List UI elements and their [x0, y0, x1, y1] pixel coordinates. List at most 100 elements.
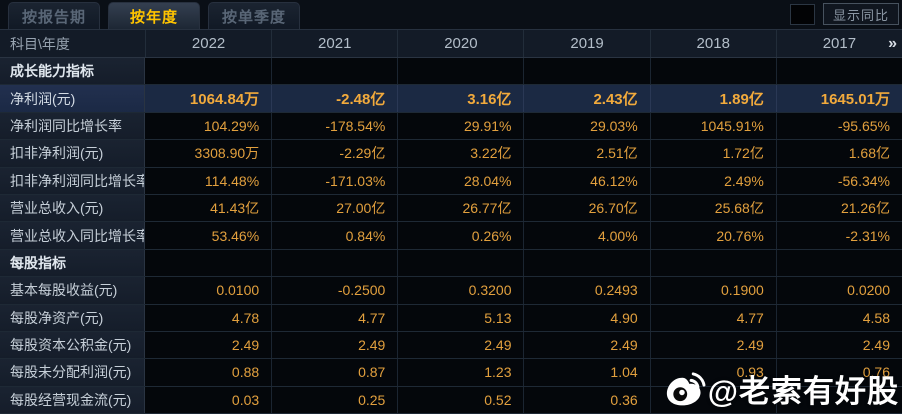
cell-value [649, 249, 776, 277]
table-row[interactable]: 每股资本公积金(元) 2.49 2.49 2.49 2.49 2.49 2.49 [0, 331, 902, 360]
table-row[interactable]: 净利润(元) 1064.84万 -2.48亿 3.16亿 2.43亿 1.89亿 1645.… [0, 85, 902, 113]
cell-value [775, 386, 902, 414]
cell-value: 2.49 [397, 331, 524, 359]
cell-value: 0.84% [271, 222, 398, 249]
cell-value: 0.0100 [145, 277, 272, 304]
table-row[interactable]: 扣非净利润同比增长率 114.48% -171.03% 28.04% 46.12% 2.4… [0, 167, 902, 195]
cell-value: 1045.91% [649, 112, 776, 140]
yoy-controls: 显示同比 [789, 3, 899, 25]
cell-value [775, 58, 902, 85]
cell-value: 0.2493 [523, 277, 650, 304]
cell-value [649, 58, 776, 85]
row-label: 营业总收入(元) [0, 194, 145, 222]
cell-value: 46.12% [523, 167, 650, 194]
year-header-2018: 2018 [649, 30, 776, 57]
row-label: 营业总收入同比增长率 [0, 222, 145, 249]
cell-value: -171.03% [271, 167, 398, 194]
year-header-2020: 2020 [397, 30, 523, 57]
cell-value: 4.77 [271, 304, 398, 331]
cell-value: 2.51亿 [523, 140, 650, 167]
cell-value: 0.76 [775, 359, 902, 386]
show-yoy-checkbox[interactable] [789, 3, 815, 25]
cell-value: 0.0200 [775, 277, 902, 304]
table-row[interactable]: 每股指标 [0, 249, 902, 278]
row-label: 每股未分配利润(元) [0, 359, 145, 386]
year-header-2022: 2022 [145, 30, 271, 57]
cell-value: 4.00% [523, 222, 650, 249]
cell-value: 0.26% [397, 222, 524, 249]
cell-value: 0.03 [145, 386, 272, 414]
cell-value: 4.77 [649, 304, 776, 331]
cell-value: 3.16亿 [397, 85, 524, 112]
cell-value: -2.29亿 [271, 140, 398, 167]
cell-value: -2.48亿 [271, 85, 398, 112]
cell-value: 5.13 [397, 304, 524, 331]
cell-value [397, 58, 524, 85]
show-yoy-label[interactable]: 显示同比 [822, 3, 899, 25]
row-label: 每股指标 [0, 249, 145, 277]
cell-value: 0.3200 [397, 277, 524, 304]
table-row[interactable]: 每股未分配利润(元) 0.88 0.87 1.23 1.04 0.93 0.76 [0, 359, 902, 387]
table-row[interactable]: 净利润同比增长率 104.29% -178.54% 29.91% 29.03% 1045.… [0, 112, 902, 141]
row-label: 基本每股收益(元) [0, 277, 145, 304]
cell-value: 27.00亿 [271, 194, 398, 222]
row-label: 扣非净利润同比增长率 [0, 167, 145, 194]
cell-value: 2.49 [271, 331, 398, 359]
table-row[interactable]: 每股净资产(元) 4.78 4.77 5.13 4.90 4.77 4.58 [0, 304, 902, 332]
cell-value: 104.29% [145, 112, 272, 140]
row-label: 扣非净利润(元) [0, 140, 145, 167]
cell-value: 21.26亿 [775, 194, 902, 222]
cell-value: 26.77亿 [397, 194, 524, 222]
period-tabbar: 按报告期 按年度 按单季度 显示同比 [0, 0, 902, 29]
cell-value: 0.1900 [649, 277, 776, 304]
cell-value: 4.78 [145, 304, 272, 331]
cell-value [145, 58, 272, 85]
table-row[interactable]: 扣非净利润(元) 3308.90万 -2.29亿 3.22亿 2.51亿 1.72亿 1.6… [0, 140, 902, 168]
cell-value: 1645.01万 [775, 85, 902, 112]
cell-value: 26.70亿 [523, 194, 650, 222]
table-row[interactable]: 基本每股收益(元) 0.0100 -0.2500 0.3200 0.2493 0.1900… [0, 277, 902, 305]
year-header-2019: 2019 [523, 30, 649, 57]
cell-value: 3.22亿 [397, 140, 524, 167]
corner-header: 科目\年度 [10, 35, 70, 52]
cell-value: 2.49% [649, 167, 776, 194]
year-header-label: 2017 [822, 35, 857, 52]
cell-value: 29.03% [523, 112, 650, 140]
table-header-row: 科目\年度 2022 2021 2020 2019 2018 2017 » [0, 30, 902, 58]
cell-value [271, 58, 398, 85]
tab-by-year[interactable]: 按年度 [108, 2, 200, 29]
cell-value: 0.25 [271, 386, 398, 414]
tab-by-single-quarter[interactable]: 按单季度 [208, 2, 300, 29]
cell-value: 25.68亿 [649, 194, 776, 222]
row-label: 净利润(元) [0, 85, 145, 112]
year-header-2017: 2017 » [775, 30, 902, 57]
cell-value: 0.93 [649, 359, 776, 386]
cell-value: 41.43亿 [145, 194, 272, 222]
cell-value: -0.2500 [271, 277, 398, 304]
more-years-icon[interactable]: » [888, 34, 897, 52]
cell-value: 2.49 [145, 331, 272, 359]
cell-value: 1.72亿 [649, 140, 776, 167]
row-label: 每股净资产(元) [0, 304, 145, 331]
table-row[interactable]: 每股经营现金流(元) 0.03 0.25 0.52 0.36 [0, 386, 902, 414]
cell-value [271, 249, 398, 277]
cell-value: 1.23 [397, 359, 524, 386]
cell-value: 53.46% [145, 222, 272, 249]
row-label: 净利润同比增长率 [0, 112, 145, 140]
row-label: 每股经营现金流(元) [0, 386, 145, 414]
tab-by-report-period[interactable]: 按报告期 [8, 2, 100, 29]
cell-value: 2.49 [523, 331, 650, 359]
cell-value: 1.68亿 [775, 140, 902, 167]
cell-value [523, 58, 650, 85]
cell-value: -56.34% [775, 167, 902, 194]
financial-table: 科目\年度 2022 2021 2020 2019 2018 2017 » 成长… [0, 29, 902, 414]
table-row[interactable]: 营业总收入同比增长率 53.46% 0.84% 0.26% 4.00% 20.76% -2.… [0, 222, 902, 250]
cell-value: 1.04 [523, 359, 650, 386]
cell-value: -95.65% [775, 112, 902, 140]
cell-value: 0.36 [523, 386, 650, 414]
table-row[interactable]: 成长能力指标 [0, 58, 902, 86]
table-row[interactable]: 营业总收入(元) 41.43亿 27.00亿 26.77亿 26.70亿 25.68亿 21… [0, 194, 902, 223]
cell-value [523, 249, 650, 277]
cell-value: 4.58 [775, 304, 902, 331]
cell-value: 3308.90万 [145, 140, 272, 167]
